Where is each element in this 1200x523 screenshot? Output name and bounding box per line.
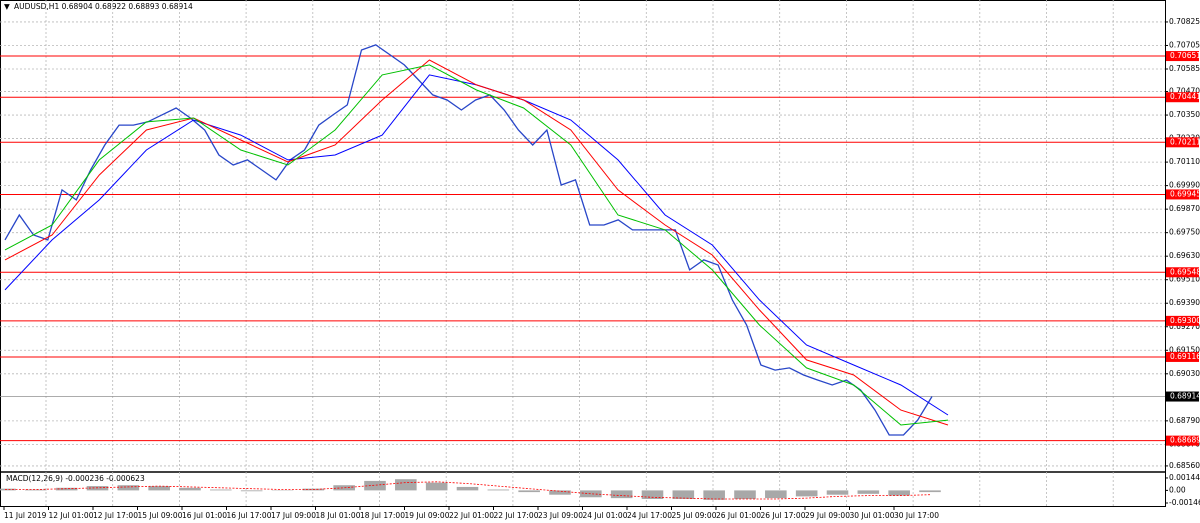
macd-bar	[703, 490, 725, 500]
y-tick-label: 0.00	[1169, 485, 1186, 494]
macd-bar	[672, 490, 695, 499]
y-tick-label: 0.68560	[1169, 461, 1200, 470]
level-label: 0.70651	[1170, 51, 1200, 60]
y-tick-label: 0.69990	[1169, 181, 1200, 190]
macd-bar	[580, 490, 602, 498]
x-tick-label: 24 Jul 17:00	[627, 511, 672, 520]
x-tick-label: 29 Jul 09:00	[805, 511, 850, 520]
x-tick-label: 18 Jul 17:00	[360, 511, 405, 520]
x-tick-label: 16 Jul 01:00	[182, 511, 227, 520]
macd-bar	[395, 479, 417, 491]
y-tick-label: 0.69270	[1169, 322, 1200, 331]
macd-bar	[240, 490, 263, 492]
macd-bar	[518, 490, 540, 493]
x-tick-label: 12 Jul 01:00	[49, 511, 94, 520]
x-tick-label: 25 Jul 09:00	[672, 511, 717, 520]
level-label: 0.69116	[1170, 352, 1200, 361]
last-price-box	[1166, 391, 1199, 402]
y-tick-label: 0.69030	[1169, 369, 1200, 378]
macd-bar	[0, 488, 16, 491]
y-tick-label: 0.69630	[1169, 251, 1200, 260]
level-label-box	[1166, 137, 1199, 148]
level-label-box	[1166, 315, 1199, 326]
x-tick-label: 16 Jul 17:00	[227, 511, 272, 520]
y-tick-label: 0.001443	[1169, 473, 1200, 482]
level-label-box	[1166, 51, 1199, 62]
y-tick-label: 0.69750	[1169, 228, 1200, 237]
level-label: 0.68689	[1170, 436, 1200, 445]
y-tick-label: 0.70585	[1169, 64, 1200, 73]
y-tick-label: 0.70110	[1169, 157, 1200, 166]
level-label-box	[1166, 435, 1199, 446]
chart-title: AUDUSD,H1 0.68904 0.68922 0.68893 0.6891…	[14, 2, 193, 11]
x-tick-label: 17 Jul 09:00	[271, 511, 316, 520]
level-label: 0.69945	[1170, 189, 1200, 198]
x-tick-label: 22 Jul 01:00	[449, 511, 494, 520]
macd-signal	[5, 481, 931, 500]
x-tick-label: 19 Jul 09:00	[405, 511, 450, 520]
macd-bar	[210, 489, 232, 491]
level-label-box	[1166, 267, 1199, 278]
last-price-label: 0.68914	[1170, 392, 1200, 401]
x-tick-label: 22 Jul 17:00	[494, 511, 539, 520]
y-tick-label: 0.69870	[1169, 204, 1200, 213]
y-tick-label: 0.70705	[1169, 40, 1200, 49]
macd-bar	[765, 490, 787, 499]
macd-bar	[148, 486, 170, 491]
level-label: 0.70211	[1170, 137, 1200, 146]
macd-bar	[333, 485, 355, 491]
x-tick-label: 12 Jul 17:00	[93, 511, 138, 520]
level-label-box	[1166, 189, 1199, 200]
macd-bar	[117, 485, 140, 491]
macd-bar	[826, 490, 849, 495]
macd-bar	[25, 489, 47, 491]
macd-bar	[610, 490, 633, 499]
macd-bar	[456, 486, 479, 491]
y-tick-label: 0.70470	[1169, 87, 1200, 96]
macd-bar	[888, 490, 910, 496]
level-label: 0.70441	[1170, 92, 1200, 101]
x-tick-label: 23 Jul 09:00	[538, 511, 583, 520]
macd-bar	[364, 480, 386, 491]
macd-bar	[86, 486, 109, 491]
level-label-box	[1166, 92, 1199, 103]
y-tick-label: 0.68790	[1169, 416, 1200, 425]
macd-bar	[795, 490, 818, 497]
macd-title: MACD(12,26,9) -0.000236 -0.000623	[6, 474, 145, 483]
level-label: 0.69300	[1170, 316, 1200, 325]
plot-frame	[0, 0, 1166, 507]
macd-bar	[179, 487, 201, 491]
macd-bar	[857, 490, 880, 494]
y-tick-label: -0.001464	[1169, 498, 1200, 507]
macd-bar	[425, 482, 448, 491]
chart-title: ▼	[4, 2, 10, 11]
macd-bar	[641, 490, 664, 499]
x-tick-label: 30 Jul 01:00	[850, 511, 895, 520]
y-tick-label: 0.69390	[1169, 298, 1200, 307]
x-tick-label: 30 Jul 17:00	[894, 511, 939, 520]
x-tick-label: 26 Jul 01:00	[716, 511, 761, 520]
moving-average	[4, 64, 949, 426]
y-tick-label: 0.70825	[1169, 17, 1200, 26]
x-tick-label: 18 Jul 01:00	[316, 511, 361, 520]
macd-bar	[549, 490, 571, 495]
macd-bar	[487, 489, 510, 491]
level-label-box	[1166, 351, 1199, 362]
macd-bar	[919, 490, 941, 493]
x-tick-label: 26 Jul 17:00	[761, 511, 806, 520]
macd-bar	[734, 490, 756, 499]
y-tick-label: 0.69150	[1169, 345, 1200, 354]
moving-average	[4, 59, 949, 426]
y-tick-label: 0.69510	[1169, 275, 1200, 284]
x-tick-label: 11 Jul 2019	[4, 511, 47, 520]
x-tick-label: 24 Jul 01:00	[583, 511, 628, 520]
x-tick-label: 15 Jul 09:00	[138, 511, 183, 520]
level-label: 0.69548	[1170, 267, 1200, 276]
macd-bar	[55, 487, 78, 491]
price-line	[4, 44, 933, 436]
y-tick-label: 0.70350	[1169, 110, 1200, 119]
